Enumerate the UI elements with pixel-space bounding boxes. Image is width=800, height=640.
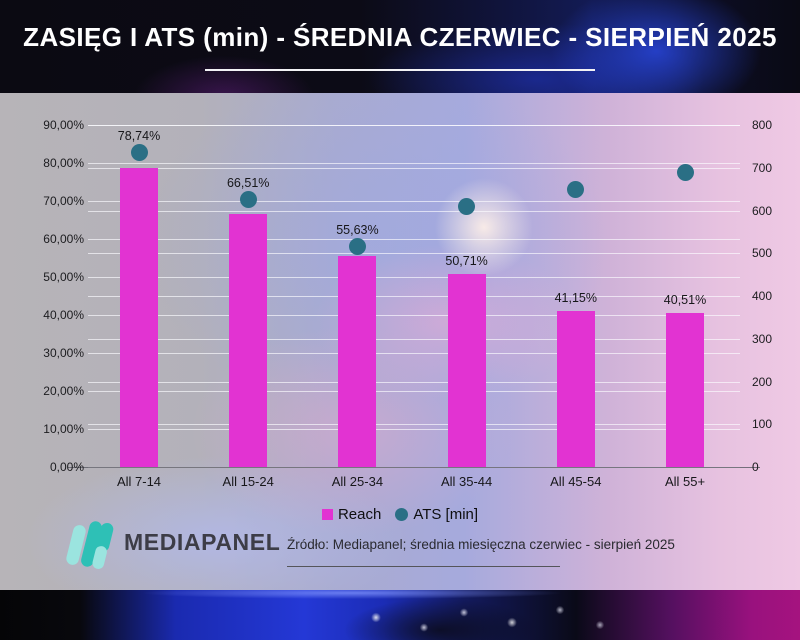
left-axis-tick-label: 0,00%	[49, 460, 84, 474]
ats-dot	[348, 238, 366, 256]
reach-data-label: 50,71%	[445, 254, 488, 269]
gridline-left	[88, 201, 740, 202]
gridline-right	[88, 167, 740, 169]
x-axis-category-label: All 15-24	[222, 474, 274, 489]
right-axis-tick-label: 100	[752, 417, 773, 432]
left-axis-tick-label: 70,00%	[43, 194, 84, 208]
ats-dot	[567, 180, 585, 198]
header: ZASIĘG I ATS (min) - ŚREDNIA CZERWIEC - …	[0, 0, 800, 93]
right-axis-tick-label: 200	[752, 374, 773, 389]
gridline-left	[88, 277, 740, 278]
source-note: Źródło: Mediapanel; średnia miesięczna c…	[287, 537, 675, 552]
reach-data-label: 55,63%	[336, 222, 379, 237]
gridline-right	[88, 296, 740, 297]
reach-bar	[229, 214, 268, 467]
reach-data-label: 41,15%	[554, 290, 597, 305]
gridline-left	[88, 353, 740, 354]
reach-bar	[447, 274, 486, 467]
left-axis-tick-label: 30,00%	[43, 346, 84, 360]
title-underline	[205, 69, 595, 71]
gridline-left	[88, 315, 740, 316]
left-axis-tick-label: 90,00%	[43, 118, 84, 132]
right-axis-tick-label: 500	[752, 246, 773, 261]
legend-item-ats: ATS [min]	[395, 506, 478, 523]
reach-bar	[338, 255, 377, 467]
ats-dot	[676, 163, 694, 181]
right-axis-tick-label: 400	[752, 289, 773, 303]
x-axis-category-label: All 55+	[664, 474, 706, 489]
mediapanel-brand-name: MEDIAPANEL	[124, 529, 281, 555]
reach-data-label: 78,74%	[117, 128, 161, 143]
gridline-left	[88, 125, 740, 126]
right-axis-tick-label: 300	[752, 331, 773, 346]
legend-item-reach: Reach	[321, 505, 382, 523]
ats-legend-marker	[395, 507, 409, 521]
ats-dot	[130, 144, 148, 162]
left-axis-tick-label: 60,00%	[43, 232, 84, 246]
left-axis-tick-label: 40,00%	[43, 308, 84, 322]
right-axis-tick-label: 700	[752, 160, 773, 175]
ats-legend-label: ATS [min]	[413, 505, 479, 523]
right-axis-tick-label: 600	[752, 203, 773, 218]
x-axis-line	[68, 467, 760, 468]
x-axis-category-label: All 25-34	[331, 474, 384, 489]
chart-background-photo: 0,00% 10,00% 20,00% 30,00% 40,00% 50,00% 60,00…	[0, 93, 800, 590]
gridline-right	[88, 338, 740, 340]
x-axis-category-label: All 45-54	[550, 474, 602, 489]
mediapanel-logo-icon	[66, 521, 114, 569]
right-axis-tick-label: 0	[752, 460, 759, 474]
ats-dot	[458, 197, 476, 215]
reach-bar	[120, 167, 158, 467]
gridline-right	[88, 381, 740, 383]
chart-legend: Reach ATS [min]	[0, 504, 800, 524]
gridline-right	[88, 424, 740, 426]
bottom-photo-strip	[0, 590, 800, 640]
gridline-left	[88, 163, 740, 164]
left-axis-tick-label: 50,00%	[43, 270, 84, 284]
left-axis-tick-label: 80,00%	[43, 156, 84, 170]
gridline-left	[88, 391, 740, 392]
ats-dot	[239, 191, 257, 209]
x-axis-category-label: All 35-44	[440, 474, 493, 489]
source-underline	[287, 566, 560, 567]
reach-bar	[556, 310, 595, 467]
reach-data-label: 66,51%	[226, 175, 270, 190]
chart-title: ZASIĘG I ATS (min) - ŚREDNIA CZERWIEC - …	[23, 22, 777, 52]
reach-bar	[666, 313, 704, 467]
gridline-left	[88, 429, 740, 430]
left-axis-tick-label: 20,00%	[43, 384, 84, 398]
reach-legend-swatch	[321, 508, 333, 520]
reach-data-label: 40,51%	[663, 293, 707, 308]
gridline-right	[88, 210, 740, 212]
right-axis-tick-label: 800	[752, 118, 773, 132]
chart-plot-area: 0,00% 10,00% 20,00% 30,00% 40,00% 50,00% 60,00…	[0, 93, 800, 590]
reach-legend-label: Reach	[337, 505, 382, 523]
gridline-right	[88, 253, 740, 255]
x-axis-category-label: All 7-14	[116, 474, 162, 489]
gridline-left	[88, 239, 740, 240]
left-axis-tick-label: 10,00%	[43, 422, 84, 436]
